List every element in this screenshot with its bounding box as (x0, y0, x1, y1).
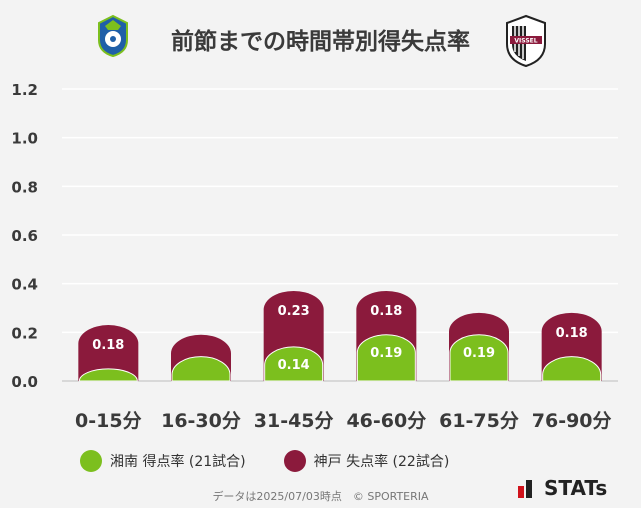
bar-chart: 0.0 0.2 0.4 0.6 0.8 1.0 1.2 0.18 0-15分 16-30分 0.23… (11, 81, 618, 432)
x-category-label: 16-30分 (161, 410, 241, 432)
data-label-shonan: 0.19 (463, 346, 495, 361)
y-tick-label: 0.2 (11, 324, 38, 342)
data-label-kobe: 0.18 (556, 326, 588, 341)
legend-swatch-shonan (80, 450, 102, 472)
y-tick-label: 1.2 (11, 81, 38, 99)
data-label-kobe: 0.23 (278, 304, 310, 319)
bar-shonan (356, 334, 416, 382)
bar-shonan (78, 368, 138, 382)
legend-label-shonan: 湘南 得点率 (21試合) (110, 454, 246, 470)
y-tick-label: 0.0 (11, 373, 38, 391)
stats-bars-icon (518, 480, 532, 498)
legend: 湘南 得点率 (21試合) 神戸 失点率 (22試合) (80, 449, 487, 473)
stats-brand: STATs (518, 476, 607, 500)
x-category-label: 31-45分 (254, 410, 334, 432)
y-tick-label: 0.8 (11, 178, 38, 196)
bar-kobe (78, 325, 139, 381)
data-label-shonan: 0.19 (370, 346, 402, 361)
data-label-shonan: 0.14 (278, 358, 310, 373)
legend-label-kobe: 神戸 失点率 (22試合) (313, 454, 450, 470)
vissel-logo-text: VISSEL (514, 38, 537, 45)
legend-swatch-kobe (283, 450, 306, 472)
legend-item-kobe: 神戸 失点率 (22試合) (283, 450, 450, 472)
stats-brand-text: STATs (544, 476, 608, 500)
bar-shonan (171, 356, 231, 382)
bar-shonan (542, 356, 602, 382)
legend-item-shonan: 湘南 得点率 (21試合) (80, 450, 246, 472)
x-category-label: 46-60分 (346, 410, 426, 432)
x-category-label: 0-15分 (75, 410, 142, 432)
bar-shonan (449, 334, 509, 382)
chart-title: 前節までの時間帯別得失点率 (171, 29, 470, 55)
vissel-emblem-icon: VISSEL (506, 14, 546, 68)
data-label-kobe: 0.18 (370, 304, 402, 319)
y-tick-label: 0.4 (11, 276, 38, 294)
y-tick-label: 0.6 (11, 227, 38, 245)
bar-shonan (264, 346, 324, 382)
x-category-label: 76-90分 (532, 410, 612, 432)
y-tick-label: 1.0 (11, 130, 38, 148)
footer-note: データは2025/07/03時点 © SPORTERIA (212, 490, 429, 503)
shonan-emblem-icon (98, 14, 128, 58)
data-label-kobe: 0.18 (92, 338, 124, 353)
x-category-label: 61-75分 (439, 410, 519, 432)
